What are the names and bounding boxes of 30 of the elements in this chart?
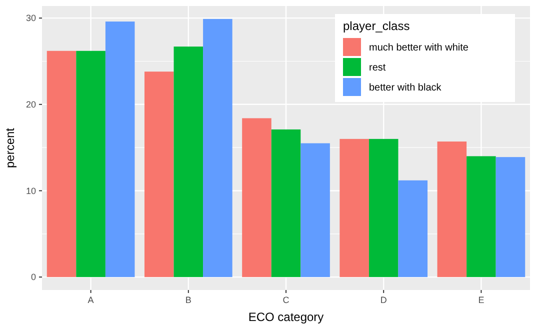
bar xyxy=(174,46,204,278)
y-tick-label: 20 xyxy=(26,100,36,110)
y-tick-label: 0 xyxy=(30,272,36,282)
bar xyxy=(300,143,330,278)
bar xyxy=(203,18,232,278)
x-tick-label: B xyxy=(185,295,192,305)
legend-label: rest xyxy=(369,62,386,74)
bar xyxy=(144,72,174,278)
y-axis-title: percent xyxy=(3,127,17,168)
bar xyxy=(466,156,496,278)
x-tick-label: A xyxy=(88,295,94,305)
bar xyxy=(437,142,467,278)
x-tick-label: D xyxy=(380,295,388,305)
y-tick-label: 10 xyxy=(26,186,36,196)
y-tick-label: 30 xyxy=(26,13,36,24)
legend-label: better with black xyxy=(369,82,442,94)
legend-title: player_class xyxy=(343,19,410,33)
legend-label: much better with white xyxy=(369,42,469,54)
bar xyxy=(46,50,76,278)
bar xyxy=(105,22,135,278)
x-tick-label: C xyxy=(282,295,290,305)
bar xyxy=(398,180,428,278)
bar xyxy=(368,138,398,278)
x-tick-label: E xyxy=(478,295,484,305)
bar xyxy=(340,138,369,278)
bar xyxy=(496,157,526,278)
bar xyxy=(242,118,272,278)
x-axis-title: ECO category xyxy=(248,310,324,324)
bar xyxy=(271,129,301,278)
bar xyxy=(76,50,106,278)
